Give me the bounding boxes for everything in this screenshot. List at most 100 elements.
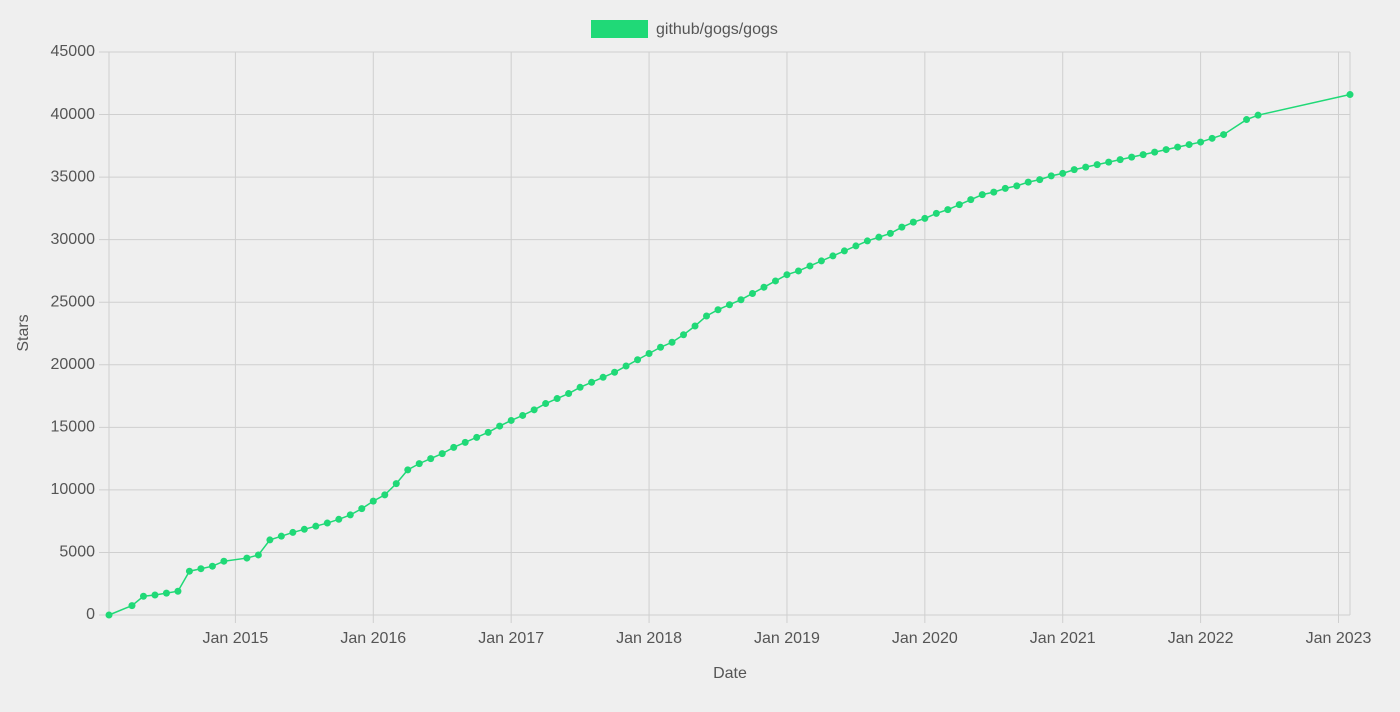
data-point	[427, 455, 435, 463]
data-point	[668, 338, 676, 346]
data-point	[243, 554, 251, 562]
data-point	[726, 301, 733, 309]
data-point	[909, 218, 917, 226]
x-tick-label: Jan 2021	[1030, 630, 1096, 647]
data-point	[1093, 161, 1101, 169]
data-point	[611, 368, 619, 376]
data-point	[415, 460, 423, 468]
data-point	[542, 400, 550, 408]
data-point	[1116, 156, 1124, 164]
data-point	[921, 214, 929, 222]
y-tick-label: 15000	[51, 419, 96, 436]
data-point	[576, 383, 584, 391]
x-tick-label: Jan 2015	[202, 630, 268, 647]
data-point	[300, 525, 308, 533]
y-tick-label: 25000	[51, 293, 96, 310]
data-point	[323, 519, 331, 527]
data-point	[932, 209, 940, 217]
data-point	[955, 201, 963, 209]
data-point	[599, 373, 607, 381]
x-tick-label: Jan 2023	[1306, 630, 1372, 647]
data-point	[1036, 176, 1044, 184]
data-point	[806, 262, 814, 270]
data-point	[1001, 184, 1009, 192]
data-point	[519, 411, 527, 419]
data-point	[714, 306, 722, 314]
data-point	[1082, 163, 1090, 171]
x-tick-label: Jan 2022	[1168, 630, 1234, 647]
data-point	[1254, 111, 1262, 119]
y-tick-label: 45000	[51, 43, 96, 60]
data-point	[381, 491, 389, 499]
data-point	[277, 532, 285, 540]
y-tick-label: 0	[86, 606, 95, 623]
y-axis-title: Stars	[15, 314, 32, 351]
data-point	[1128, 153, 1136, 161]
data-point	[208, 562, 216, 570]
data-point	[553, 395, 561, 403]
data-point	[335, 515, 343, 523]
data-point	[507, 416, 515, 424]
data-point	[990, 188, 998, 196]
data-point	[1059, 169, 1067, 177]
data-point	[978, 191, 986, 199]
legend-label: github/gogs/gogs	[656, 21, 778, 38]
x-tick-label: Jan 2018	[616, 630, 682, 647]
data-point	[162, 589, 170, 597]
x-tick-label: Jan 2016	[340, 630, 406, 647]
data-point	[1139, 151, 1147, 159]
y-tick-label: 30000	[51, 231, 96, 248]
data-point	[565, 390, 573, 398]
data-point	[530, 406, 538, 414]
data-point	[151, 591, 159, 599]
x-tick-label: Jan 2017	[478, 630, 544, 647]
data-point	[1013, 182, 1021, 190]
data-point	[703, 312, 711, 320]
data-point	[461, 438, 469, 446]
data-point	[1185, 141, 1193, 149]
data-point	[944, 206, 952, 214]
data-point	[863, 237, 871, 245]
data-point	[657, 343, 665, 351]
y-tick-label: 10000	[51, 481, 96, 498]
x-axis-title: Date	[713, 665, 747, 682]
data-point	[289, 528, 297, 536]
data-point	[1105, 158, 1113, 166]
data-point	[634, 356, 642, 364]
data-point	[496, 422, 504, 430]
data-point	[886, 229, 894, 237]
data-point	[680, 331, 688, 339]
y-tick-label: 40000	[51, 106, 96, 123]
data-point	[312, 522, 320, 530]
data-point	[1243, 116, 1251, 124]
y-tick-label: 20000	[51, 356, 96, 373]
x-tick-label: Jan 2019	[754, 630, 820, 647]
data-point	[840, 247, 848, 255]
data-point	[266, 536, 274, 544]
data-point	[1197, 138, 1205, 146]
data-point	[220, 557, 228, 565]
data-point	[967, 196, 975, 204]
y-tick-label: 5000	[59, 544, 95, 561]
data-point	[875, 233, 883, 241]
data-point	[174, 587, 182, 595]
legend-swatch	[591, 20, 648, 38]
data-point	[898, 223, 906, 231]
data-point	[783, 271, 791, 279]
data-point	[346, 511, 354, 519]
data-point	[817, 257, 825, 265]
data-point	[1047, 172, 1055, 180]
data-point	[1024, 178, 1032, 186]
data-point	[484, 428, 492, 436]
data-point	[760, 283, 768, 291]
series-line	[108, 93, 1351, 616]
data-point	[622, 362, 630, 370]
data-point	[369, 497, 377, 505]
data-point	[438, 450, 446, 458]
data-point	[691, 322, 699, 330]
data-point	[139, 592, 147, 600]
data-point	[1151, 148, 1159, 156]
data-point	[1174, 143, 1182, 151]
data-point	[829, 252, 837, 260]
